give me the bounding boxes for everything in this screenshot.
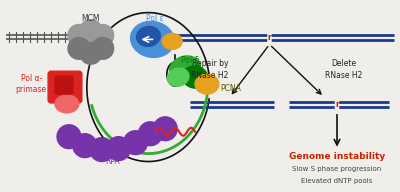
Ellipse shape [68,37,90,59]
Ellipse shape [162,33,182,49]
Text: Pol α-
primase: Pol α- primase [16,74,47,94]
Circle shape [153,117,177,141]
Text: r: r [335,100,339,109]
Ellipse shape [68,25,90,46]
Ellipse shape [80,20,102,41]
Text: Pol ε: Pol ε [146,14,164,23]
Text: MCM: MCM [82,14,100,23]
Text: RPA: RPA [105,157,120,166]
Text: Slow S phase progression: Slow S phase progression [292,166,382,172]
Circle shape [138,122,162,146]
Circle shape [73,134,97,158]
Ellipse shape [92,25,114,46]
Ellipse shape [80,42,102,64]
Circle shape [90,138,114,161]
Ellipse shape [170,56,201,83]
FancyBboxPatch shape [55,76,73,94]
Circle shape [57,125,81,149]
Text: Repair by
RNase H2: Repair by RNase H2 [191,59,229,80]
Ellipse shape [195,74,219,94]
Text: Genome instability: Genome instability [289,152,385,161]
FancyBboxPatch shape [48,71,82,103]
Text: r: r [268,33,271,42]
Text: Pol δ: Pol δ [181,56,199,65]
Ellipse shape [131,22,174,57]
Text: Elevated dNTP pools: Elevated dNTP pools [301,178,373,184]
Text: PCNA: PCNA [220,84,241,93]
Ellipse shape [55,95,79,113]
Circle shape [107,137,130,161]
Ellipse shape [92,37,114,59]
Ellipse shape [182,66,208,88]
Text: Delete
RNase H2: Delete RNase H2 [325,59,363,80]
Ellipse shape [167,68,189,86]
Ellipse shape [136,26,160,46]
Circle shape [124,131,147,155]
